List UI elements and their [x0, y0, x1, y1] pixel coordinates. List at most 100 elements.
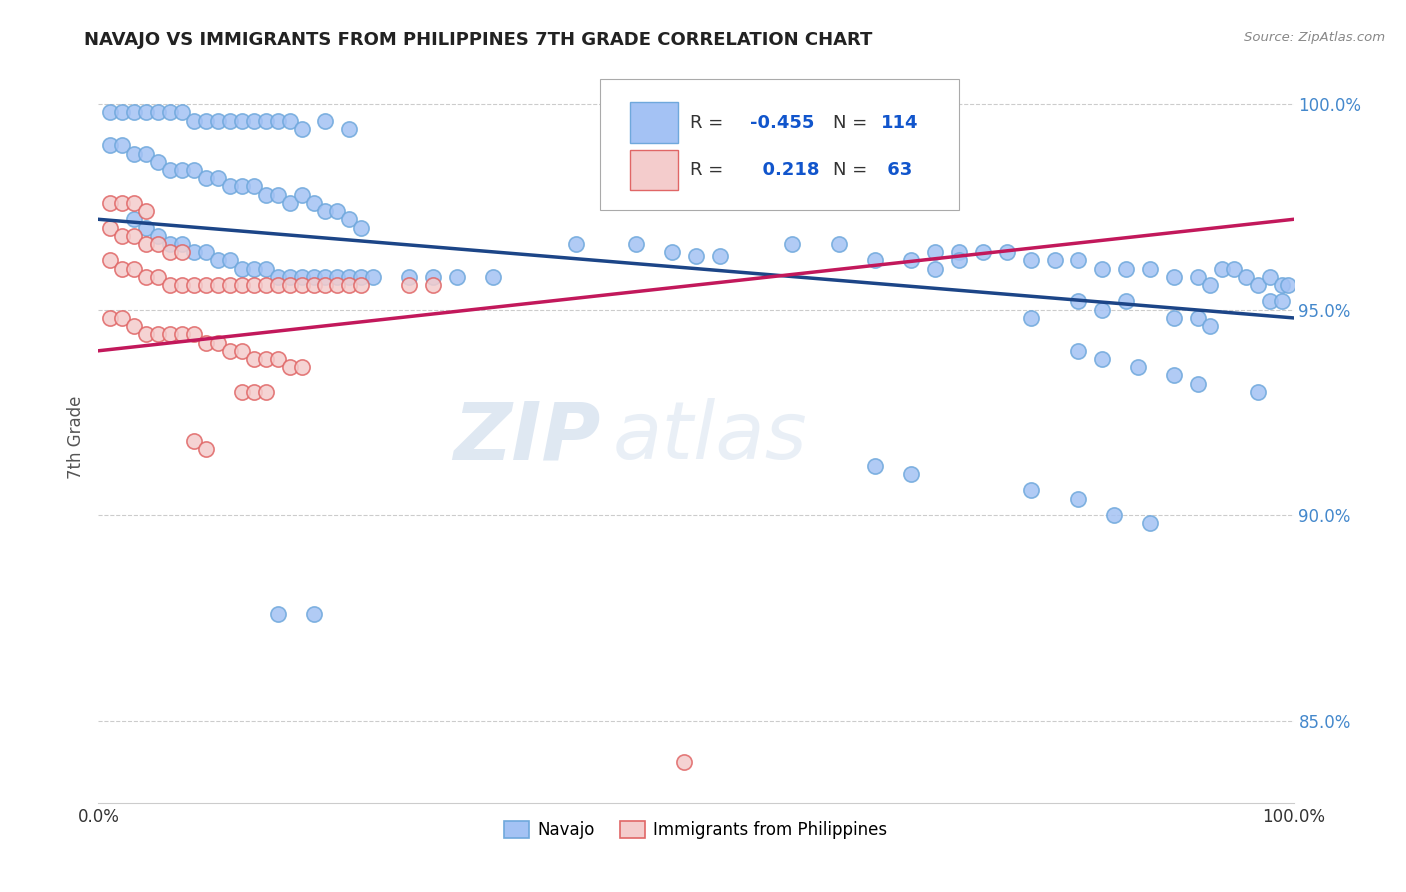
Point	[207, 278, 229, 293]
Point	[98, 105, 122, 120]
Point	[291, 360, 314, 375]
Point	[339, 121, 361, 136]
Text: Source: ZipAtlas.com: Source: ZipAtlas.com	[1244, 31, 1385, 45]
Point	[1247, 384, 1270, 399]
Point	[291, 269, 314, 284]
Point	[1091, 261, 1114, 276]
Point	[207, 171, 229, 186]
Point	[148, 105, 170, 120]
Point	[98, 138, 122, 153]
Point	[183, 278, 205, 293]
Point	[1019, 253, 1042, 268]
Point	[267, 351, 290, 366]
Point	[148, 154, 170, 169]
Point	[183, 163, 205, 178]
Point	[172, 105, 194, 120]
Text: 0.218: 0.218	[749, 161, 820, 179]
Point	[673, 755, 696, 769]
FancyBboxPatch shape	[630, 150, 678, 190]
Point	[1019, 310, 1042, 325]
Point	[148, 327, 170, 342]
Point	[315, 278, 337, 293]
Point	[254, 187, 277, 202]
Point	[1043, 253, 1066, 268]
Point	[124, 212, 146, 227]
Point	[183, 434, 205, 449]
Point	[1271, 278, 1294, 293]
Point	[135, 269, 157, 284]
Point	[195, 171, 218, 186]
Point	[231, 278, 253, 293]
Point	[98, 253, 122, 268]
Point	[422, 269, 444, 284]
Point	[124, 195, 146, 210]
Point	[148, 269, 170, 284]
Point	[1247, 278, 1270, 293]
Point	[1067, 253, 1090, 268]
Point	[924, 261, 946, 276]
Point	[219, 278, 242, 293]
Point	[1104, 508, 1126, 523]
Point	[98, 195, 122, 210]
Point	[267, 187, 290, 202]
Text: R =: R =	[690, 161, 728, 179]
Point	[254, 351, 277, 366]
Point	[1187, 310, 1209, 325]
Point	[231, 384, 253, 399]
Point	[291, 278, 314, 293]
Point	[124, 146, 146, 161]
Point	[172, 278, 194, 293]
Point	[302, 269, 325, 284]
FancyBboxPatch shape	[600, 78, 959, 211]
Point	[243, 179, 266, 194]
Point	[828, 236, 851, 251]
Point	[995, 245, 1018, 260]
Point	[111, 195, 134, 210]
Point	[1187, 269, 1209, 284]
Point	[267, 269, 290, 284]
Point	[1223, 261, 1246, 276]
Point	[339, 278, 361, 293]
Point	[278, 269, 301, 284]
Point	[709, 249, 731, 263]
Point	[159, 327, 181, 342]
Point	[865, 253, 887, 268]
Point	[315, 269, 337, 284]
Point	[291, 121, 314, 136]
Point	[172, 163, 194, 178]
Text: ZIP: ZIP	[453, 398, 600, 476]
Point	[183, 245, 205, 260]
Point	[254, 384, 277, 399]
Point	[1271, 294, 1294, 309]
Point	[339, 212, 361, 227]
Point	[111, 228, 134, 243]
Point	[243, 113, 266, 128]
Point	[243, 278, 266, 293]
Point	[363, 269, 385, 284]
Point	[195, 335, 218, 350]
Point	[243, 384, 266, 399]
Point	[254, 113, 277, 128]
Point	[1258, 269, 1281, 284]
Point	[302, 278, 325, 293]
Point	[339, 269, 361, 284]
Point	[326, 278, 349, 293]
Point	[1277, 278, 1299, 293]
Point	[1091, 302, 1114, 317]
Point	[565, 236, 588, 251]
Point	[1091, 351, 1114, 366]
Point	[124, 228, 146, 243]
Point	[1163, 368, 1185, 383]
Point	[398, 269, 420, 284]
Point	[972, 245, 994, 260]
Point	[98, 310, 122, 325]
Point	[183, 113, 205, 128]
Point	[159, 163, 181, 178]
Point	[135, 204, 157, 219]
Point	[1163, 310, 1185, 325]
Point	[195, 442, 218, 457]
Point	[302, 195, 325, 210]
Point	[1187, 376, 1209, 391]
Point	[446, 269, 468, 284]
Point	[219, 253, 242, 268]
